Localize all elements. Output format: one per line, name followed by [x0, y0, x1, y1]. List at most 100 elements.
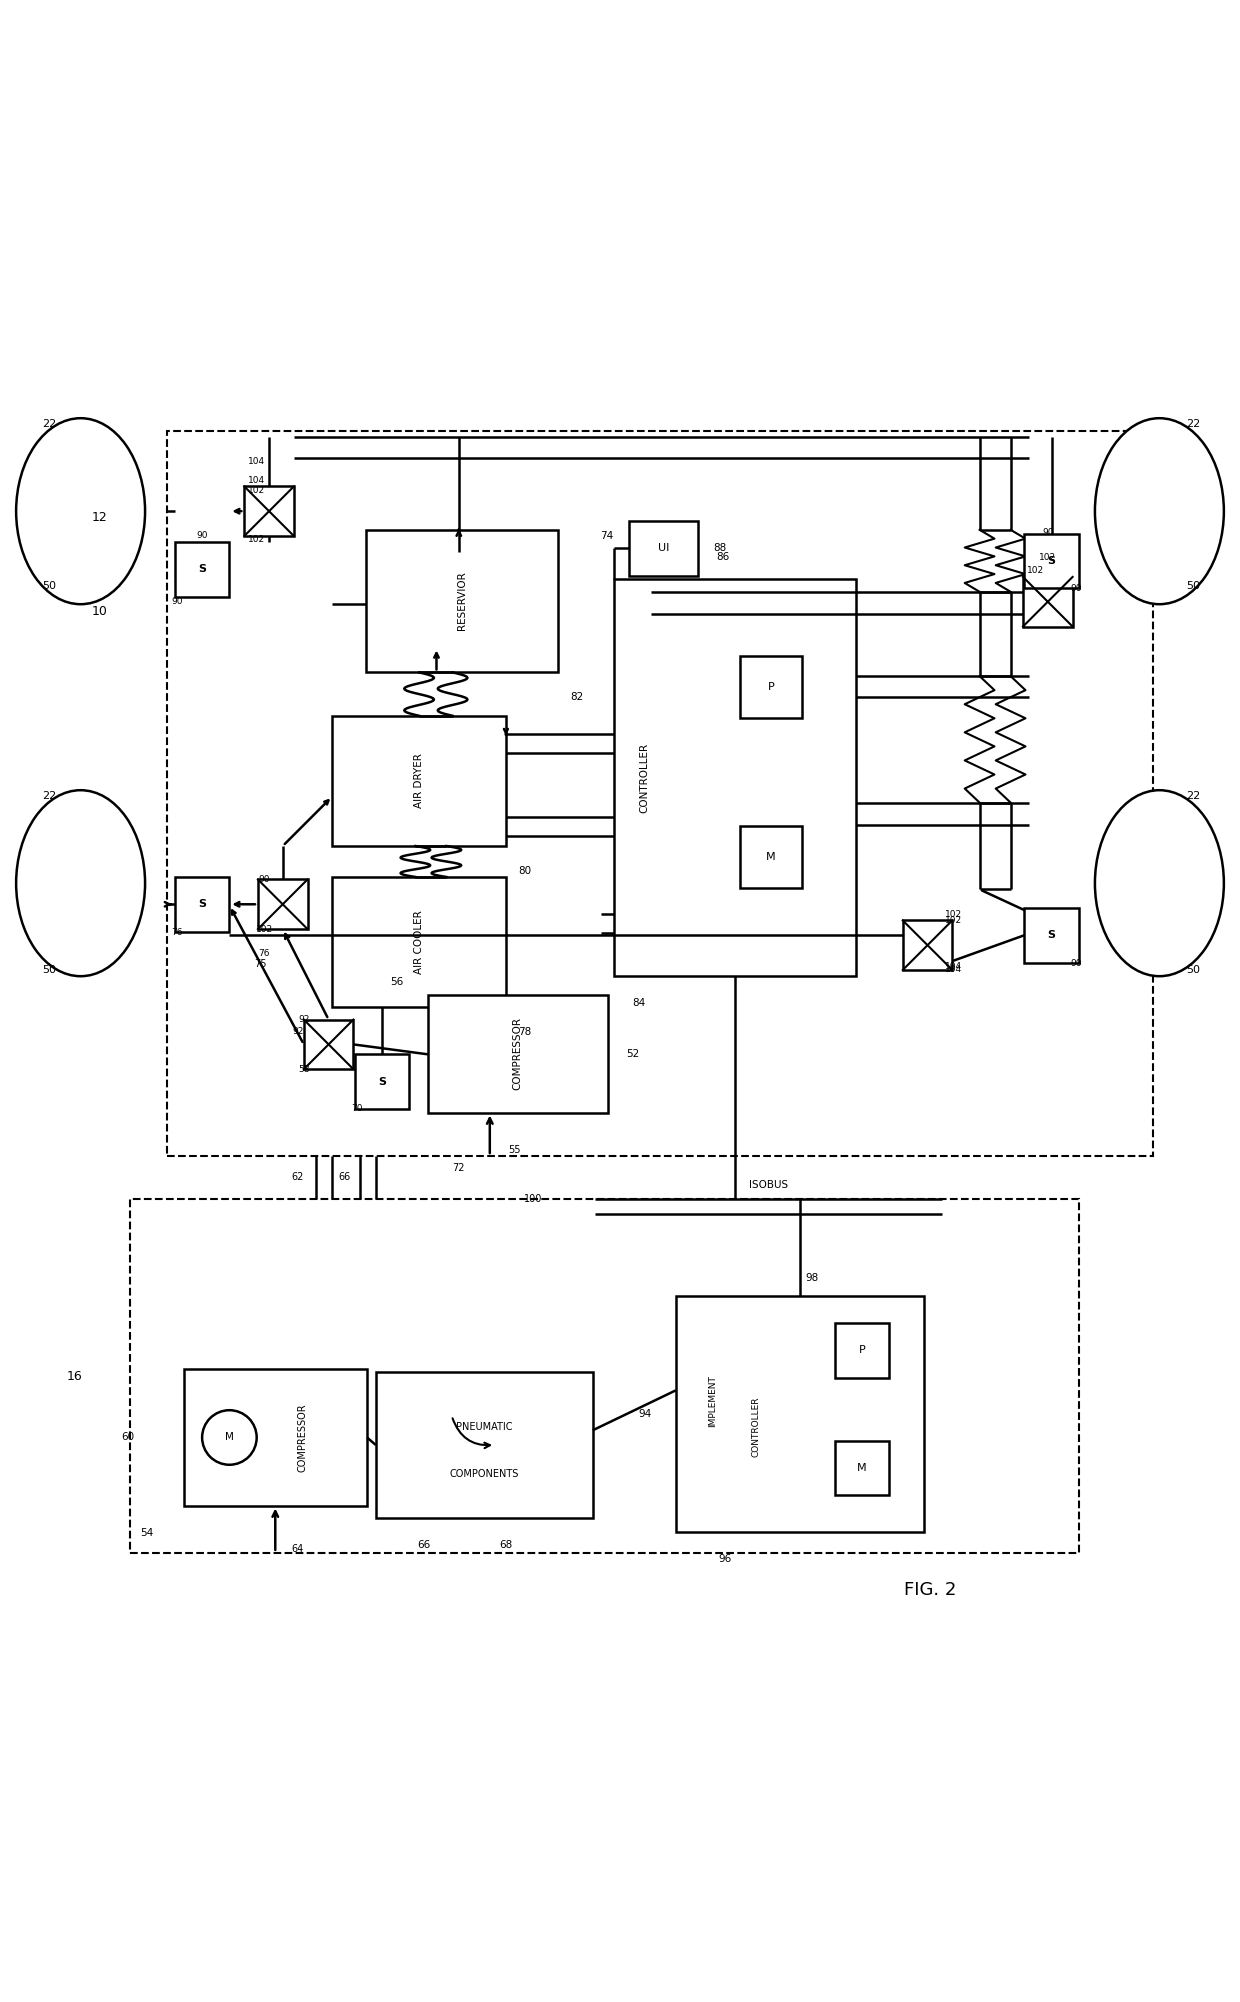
Bar [175, 543, 229, 597]
Text: 75: 75 [254, 959, 267, 969]
Text: 104: 104 [248, 476, 265, 484]
Text: 86: 86 [715, 553, 729, 563]
Text: IMPLEMENT: IMPLEMENT [708, 1375, 718, 1427]
Bar [258, 879, 308, 929]
Text: P: P [858, 1345, 866, 1355]
Text: 22: 22 [42, 791, 57, 801]
Text: P: P [768, 681, 774, 691]
Text: 76: 76 [258, 949, 270, 959]
Text: 96: 96 [719, 1554, 732, 1564]
Text: RESERVIOR: RESERVIOR [456, 573, 467, 631]
Text: 62: 62 [291, 1171, 304, 1181]
Text: 66: 66 [417, 1540, 430, 1550]
Text: 90: 90 [171, 597, 184, 607]
Text: S: S [1048, 557, 1055, 567]
Text: 50: 50 [42, 965, 57, 975]
Bar [366, 531, 558, 673]
Text: 102: 102 [945, 909, 962, 919]
Text: 50: 50 [42, 581, 57, 591]
Text: 58: 58 [298, 1065, 310, 1073]
Text: 104: 104 [945, 965, 962, 975]
Bar [740, 655, 802, 717]
Text: M: M [224, 1433, 234, 1443]
Text: 16: 16 [67, 1369, 82, 1383]
Text: 98: 98 [806, 1273, 818, 1283]
Text: 50: 50 [1185, 965, 1200, 975]
Bar [184, 1369, 367, 1506]
Text: 72: 72 [453, 1163, 465, 1173]
Text: COMPONENTS: COMPONENTS [450, 1469, 518, 1479]
Text: 70: 70 [351, 1105, 363, 1113]
Text: 64: 64 [291, 1544, 304, 1554]
Text: M: M [766, 853, 776, 863]
Text: FIG. 2: FIG. 2 [904, 1582, 956, 1600]
Bar [175, 877, 229, 931]
Text: S: S [198, 565, 206, 575]
Text: 56: 56 [389, 977, 403, 987]
Bar [614, 579, 856, 977]
Text: 90: 90 [196, 531, 208, 541]
Text: 12: 12 [92, 511, 107, 525]
Text: UI: UI [657, 543, 670, 553]
Text: 66: 66 [339, 1171, 351, 1181]
Text: 102: 102 [945, 915, 962, 925]
Text: 90: 90 [1070, 583, 1081, 593]
Bar [244, 486, 294, 537]
Text: COMPRESSOR: COMPRESSOR [298, 1403, 308, 1471]
Bar [167, 430, 1153, 1155]
Text: 90: 90 [258, 875, 270, 885]
Bar [629, 521, 698, 577]
Bar [428, 995, 608, 1113]
Bar [376, 1371, 593, 1518]
Text: AIR COOLER: AIR COOLER [414, 911, 424, 975]
Bar [1024, 909, 1079, 963]
Text: 50: 50 [1185, 581, 1200, 591]
Text: 60: 60 [122, 1433, 134, 1443]
Text: M: M [857, 1463, 867, 1473]
Bar [332, 717, 506, 847]
Text: 80: 80 [518, 865, 532, 875]
Bar [332, 877, 506, 1007]
Text: 102: 102 [1027, 567, 1044, 575]
Text: AIR DRYER: AIR DRYER [414, 753, 424, 809]
Text: 54: 54 [140, 1528, 153, 1538]
Text: 74: 74 [600, 531, 614, 541]
Ellipse shape [16, 418, 145, 605]
Text: 104: 104 [248, 456, 265, 466]
Ellipse shape [1095, 418, 1224, 605]
Text: 92: 92 [298, 1015, 310, 1025]
Text: COMPRESSOR: COMPRESSOR [512, 1017, 523, 1091]
Bar [1024, 533, 1079, 589]
Ellipse shape [16, 791, 145, 977]
Text: 22: 22 [42, 418, 57, 428]
Text: S: S [1048, 931, 1055, 941]
Bar [740, 827, 802, 889]
Text: S: S [198, 899, 206, 909]
Text: 102: 102 [1039, 553, 1056, 563]
Text: 102: 102 [248, 486, 265, 494]
Bar [676, 1295, 924, 1532]
Text: 22: 22 [1185, 791, 1200, 801]
Text: CONTROLLER: CONTROLLER [640, 743, 650, 813]
Text: 90: 90 [1042, 529, 1054, 537]
Text: 76: 76 [171, 929, 184, 937]
Bar [835, 1323, 889, 1377]
Bar [355, 1055, 409, 1109]
Text: 68: 68 [500, 1540, 512, 1550]
Text: 78: 78 [518, 1027, 532, 1037]
Text: 22: 22 [1185, 418, 1200, 428]
Bar [130, 1199, 1079, 1554]
Text: 10: 10 [92, 605, 107, 619]
Bar [1023, 577, 1073, 627]
Text: ISOBUS: ISOBUS [749, 1179, 789, 1189]
Text: 52: 52 [626, 1049, 640, 1059]
Text: 100: 100 [525, 1195, 542, 1205]
Circle shape [202, 1409, 257, 1465]
Text: CONTROLLER: CONTROLLER [751, 1395, 761, 1457]
Bar [835, 1441, 889, 1495]
Text: 102: 102 [248, 535, 265, 545]
Text: 102: 102 [255, 925, 273, 933]
Text: 90: 90 [1070, 959, 1081, 969]
Text: 84: 84 [632, 999, 645, 1009]
Bar [903, 921, 952, 971]
